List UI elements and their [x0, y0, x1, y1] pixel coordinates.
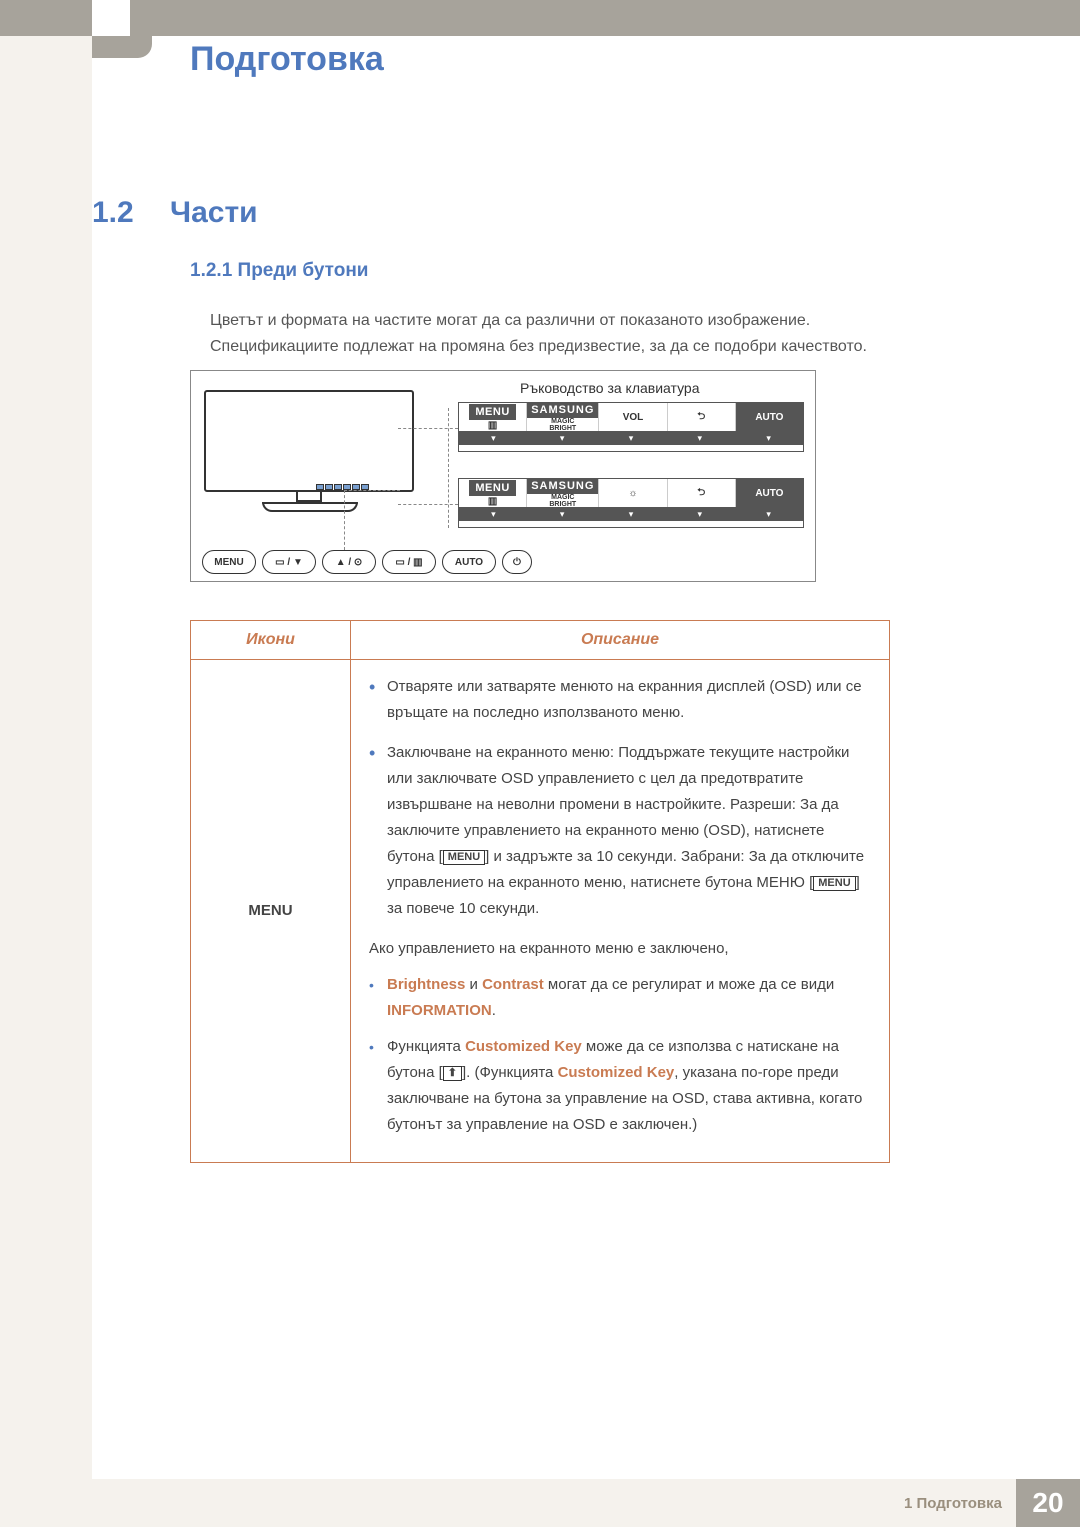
monitor-illustration: [204, 390, 414, 522]
sb1-d: .: [492, 1002, 496, 1019]
callout-line-h3: [344, 490, 400, 491]
kw-information: INFORMATION: [387, 1002, 492, 1019]
sub-bullet-1: Brightness и Contrast могат да се регули…: [369, 972, 871, 1024]
bezel-button-row: MENU ▭ / ▼ ▲ / ⊙ ▭ / ▥ AUTO ⏻: [202, 550, 532, 574]
kw-contrast: Contrast: [482, 976, 544, 993]
bezel-button-menu: MENU: [202, 550, 256, 574]
section-title: Части: [170, 196, 258, 230]
desc-bullet-1: Отваряте или затваряте менюто на екранни…: [369, 674, 871, 726]
osd-guide-panel-1: MENU ▥ SAMSUNG MAGIC BRIGHT VOL ⮌ AUTO ▾…: [458, 402, 804, 452]
b2-a: Заключване на екранното меню: Поддържате…: [387, 744, 849, 865]
gp1-brand-label: SAMSUNG: [527, 402, 598, 418]
menu-button-inline-2: MENU: [813, 876, 855, 891]
table-icon-cell-menu: MENU: [191, 660, 351, 1163]
table-header-desc: Описание: [351, 621, 890, 660]
desc-bullet-2: Заключване на екранното меню: Поддържате…: [369, 740, 871, 922]
kw-customized-key-2: Customized Key: [558, 1064, 675, 1081]
gp1-menu-label: MENU: [469, 404, 515, 420]
bezel-button-up: ▲ / ⊙: [322, 550, 376, 574]
callout-line-h1: [398, 428, 458, 429]
intro-line-2: Спецификациите подлежат на промяна без п…: [210, 334, 930, 360]
monitor-stand-neck: [296, 492, 322, 502]
menu-button-inline-1: MENU: [443, 850, 485, 865]
subsection-title: 1.2.1 Преди бутони: [190, 260, 369, 282]
monitor-screen: [204, 390, 414, 492]
section-number: 1.2: [92, 196, 134, 230]
bezel-button-auto: AUTO: [442, 550, 496, 574]
up-button-inline: ⬆: [443, 1066, 462, 1081]
gp1-auto: AUTO: [755, 412, 783, 423]
intro-line-1: Цветът и формата на частите могат да са …: [210, 308, 930, 334]
top-banner: [0, 0, 1080, 36]
button-description-table: Икони Описание MENU Отваряте или затваря…: [190, 620, 890, 1163]
brightness-icon: ☼: [628, 488, 637, 499]
footer-chapter-label: 1 Подготовка: [0, 1479, 1016, 1527]
callout-line-v1: [448, 408, 449, 528]
sb2-a: Функцията: [387, 1038, 465, 1055]
return-icon-2: ⮌: [697, 485, 705, 502]
table-header-icons: Икони: [191, 621, 351, 660]
intro-paragraph: Цветът и формата на частите могат да са …: [210, 308, 930, 360]
sb1-c: могат да се регулират и може да се види: [544, 976, 834, 993]
osd-guide-panel-2: MENU ▥ SAMSUNG MAGIC BRIGHT ☼ ⮌ AUTO ▾▾▾…: [458, 478, 804, 528]
sb1-b: и: [465, 976, 482, 993]
sb2-c: ]. (Функцията: [462, 1064, 558, 1081]
gp2-auto: AUTO: [755, 488, 783, 499]
table-desc-cell-menu: Отваряте или затваряте менюто на екранни…: [351, 660, 890, 1163]
kw-customized-key-1: Customized Key: [465, 1038, 582, 1055]
gp2-brand-label: SAMSUNG: [527, 478, 598, 494]
return-icon: ⮌: [697, 409, 705, 426]
chapter-tab-notch: [92, 0, 130, 36]
gp2-menu-label: MENU: [469, 480, 515, 496]
sub-bullet-2: Функцията Customized Key може да се изпо…: [369, 1034, 871, 1138]
page-footer: 1 Подготовка 20: [0, 1479, 1080, 1527]
callout-line-h2: [398, 504, 458, 505]
bezel-button-down: ▭ / ▼: [262, 550, 316, 574]
bezel-button-power: ⏻: [502, 550, 532, 574]
gp2-magic: MAGIC: [551, 494, 574, 501]
gp1-arrow-row: ▾▾▾▾▾: [459, 431, 803, 445]
chapter-title: Подготовка: [190, 40, 384, 79]
locked-note: Ако управлението на екранното меню е зак…: [369, 936, 871, 962]
diagram-caption: Ръководство за клавиатура: [520, 380, 700, 396]
callout-line-v2: [344, 490, 345, 550]
gp1-vol: VOL: [623, 412, 644, 423]
left-sidebar-stripe: [0, 0, 92, 1527]
bezel-button-source: ▭ / ▥: [382, 550, 436, 574]
gp1-magic: MAGIC: [551, 418, 574, 425]
footer-page-number: 20: [1016, 1479, 1080, 1527]
gp2-arrow-row: ▾▾▾▾▾: [459, 507, 803, 521]
kw-brightness: Brightness: [387, 976, 465, 993]
